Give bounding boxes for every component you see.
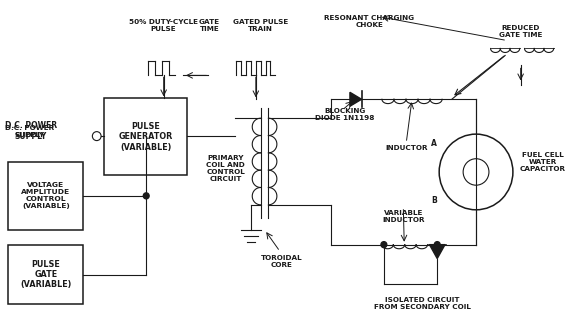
Text: TOROIDAL
CORE: TOROIDAL CORE [261, 255, 303, 268]
Text: REDUCED
GATE TIME: REDUCED GATE TIME [499, 25, 542, 38]
Circle shape [381, 242, 387, 248]
Bar [9, 245, 83, 304]
Text: INDUCTOR: INDUCTOR [385, 145, 428, 151]
Text: PULSE
GATE
(VARIABLE): PULSE GATE (VARIABLE) [20, 260, 72, 289]
Bar [104, 98, 187, 175]
Text: RESONANT CHARGING
CHOKE: RESONANT CHARGING CHOKE [324, 15, 414, 28]
Text: D.C. POWER
SUPPLY: D.C. POWER SUPPLY [5, 125, 54, 138]
Text: BLOCKING
DIODE 1N1198: BLOCKING DIODE 1N1198 [315, 108, 375, 121]
Text: ISOLATED CIRCUIT
FROM SECONDARY COIL: ISOLATED CIRCUIT FROM SECONDARY COIL [374, 297, 471, 310]
Polygon shape [429, 245, 445, 259]
Circle shape [144, 193, 149, 199]
Text: D.C. POWER
SUPPLY: D.C. POWER SUPPLY [5, 121, 57, 141]
Text: 50% DUTY-CYCLE
PULSE: 50% DUTY-CYCLE PULSE [129, 18, 198, 32]
Text: PULSE
GENERATOR
(VARIABLE): PULSE GENERATOR (VARIABLE) [119, 122, 173, 152]
Text: VARIABLE
INDUCTOR: VARIABLE INDUCTOR [382, 210, 425, 223]
Text: GATE
TIME: GATE TIME [199, 18, 220, 32]
Text: VOLTAGE
AMPLITUDE
CONTROL
(VARIABLE): VOLTAGE AMPLITUDE CONTROL (VARIABLE) [21, 182, 71, 209]
Text: PRIMARY
COIL AND
CONTROL
CIRCUIT: PRIMARY COIL AND CONTROL CIRCUIT [207, 155, 245, 182]
Circle shape [435, 242, 440, 248]
Text: FUEL CELL
WATER
CAPACITOR: FUEL CELL WATER CAPACITOR [519, 152, 566, 172]
Text: GATED PULSE
TRAIN: GATED PULSE TRAIN [233, 18, 288, 32]
Bar [9, 162, 83, 230]
Polygon shape [350, 92, 362, 106]
Text: A: A [432, 139, 437, 148]
Text: B: B [432, 196, 437, 205]
